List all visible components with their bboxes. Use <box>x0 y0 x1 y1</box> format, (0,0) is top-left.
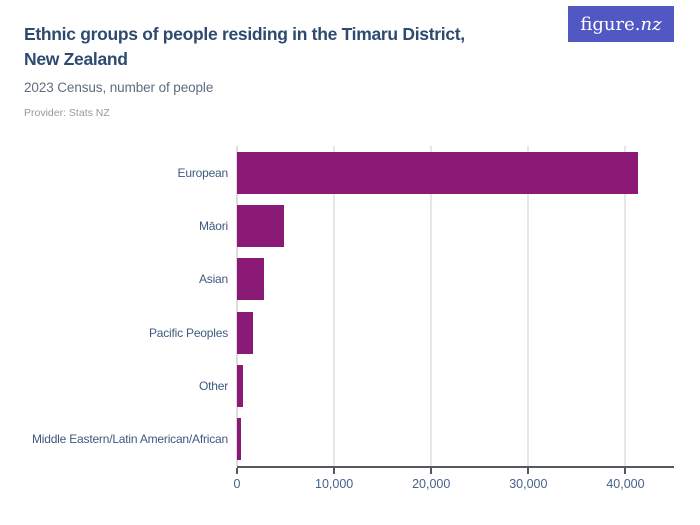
bar-track <box>237 253 674 306</box>
bar <box>237 418 242 461</box>
chart-row: Middle Eastern/Latin American/African <box>0 413 674 466</box>
bar <box>237 364 244 407</box>
category-label: Middle Eastern/Latin American/African <box>31 432 228 447</box>
bar-track <box>237 413 674 466</box>
chart-rows: European Māori Asian Pacific Peoples Other Mi… <box>0 146 674 466</box>
x-axis-tick <box>333 468 336 474</box>
x-axis-tick-label: 10,000 <box>314 477 354 491</box>
category-label: Māori <box>198 218 228 233</box>
figurenz-logo[interactable]: figure.nz <box>568 6 674 42</box>
x-axis: 0 10,000 20,000 30,000 40,000 <box>234 466 674 491</box>
gridline <box>527 146 530 466</box>
gridline <box>333 146 336 466</box>
page-title: Ethnic groups of people residing in the … <box>24 22 554 72</box>
gridline <box>430 146 433 466</box>
chart-row: Asian <box>0 253 674 306</box>
bar-track <box>237 306 674 359</box>
x-axis-tick-label: 0 <box>233 477 241 491</box>
bar <box>237 258 264 301</box>
bar-track <box>237 199 674 252</box>
logo-text-suffix: nz <box>640 13 662 35</box>
gridline <box>624 146 627 466</box>
category-label: Other <box>198 378 228 393</box>
chart-row: Pacific Peoples <box>0 306 674 359</box>
bar <box>237 204 284 247</box>
bar <box>237 311 253 354</box>
chart-row: Māori <box>0 199 674 252</box>
grid-layer <box>236 146 674 466</box>
x-axis-tick <box>527 468 530 474</box>
x-axis-tick-label: 20,000 <box>412 477 451 491</box>
chart-subtitle: 2023 Census, number of people <box>24 80 214 95</box>
category-label: Pacific Peoples <box>148 325 228 340</box>
x-axis-tick-label: 30,000 <box>509 477 548 491</box>
figurenz-logo-text: figure.nz <box>580 14 661 35</box>
category-label: Asian <box>198 272 228 287</box>
bar-chart: European Māori Asian Pacific Peoples Other Mi… <box>0 146 700 506</box>
x-axis-tick <box>430 468 433 474</box>
x-axis-tick <box>236 468 238 474</box>
bar-track <box>237 146 674 199</box>
logo-text-main: figure. <box>580 13 641 35</box>
chart-row: Other <box>0 359 674 412</box>
x-axis-tick <box>624 468 627 474</box>
x-axis-tick-label: 40,000 <box>606 477 645 491</box>
chart-row: European <box>0 146 674 199</box>
page-title-line1: Ethnic groups of people residing in the … <box>24 24 465 44</box>
y-axis-line <box>236 146 238 466</box>
chart-header: Ethnic groups of people residing in the … <box>24 22 554 119</box>
category-label: European <box>177 165 229 180</box>
provider-label: Provider: Stats NZ <box>24 107 110 119</box>
page-title-line2: New Zealand <box>24 49 128 69</box>
bar-track <box>237 359 674 412</box>
bar <box>237 151 639 194</box>
